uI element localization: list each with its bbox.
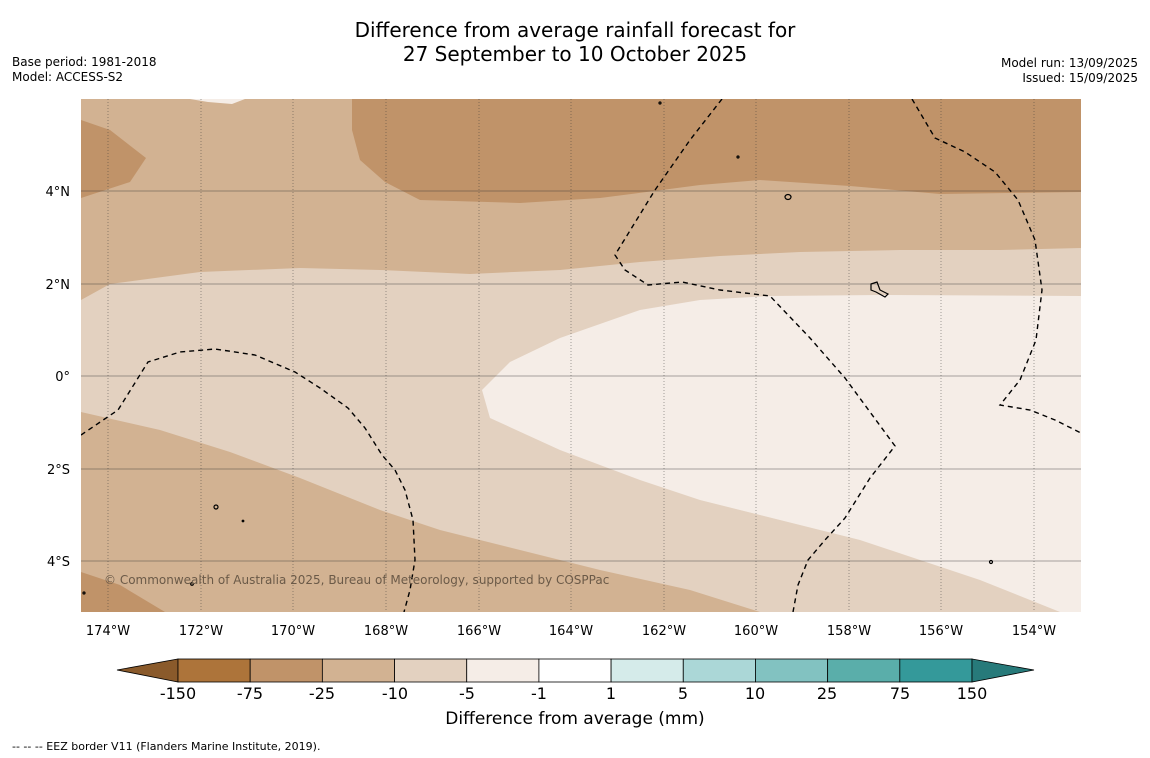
issued-text: Issued: 15/09/2025 <box>1022 71 1138 85</box>
lon-label: 174°W <box>86 624 130 639</box>
colorbar-segment <box>538 658 612 683</box>
lon-label: 170°W <box>271 624 315 639</box>
meta-left: Base period: 1981-2018 Model: ACCESS-S2 <box>12 55 157 85</box>
eez-border-east <box>911 99 1081 434</box>
footnote: -- -- -- EEZ border V11 (Flanders Marine… <box>12 740 321 753</box>
eez-border-central <box>614 99 896 612</box>
base-period-text: Base period: 1981-2018 <box>12 55 157 69</box>
longitude-labels: 174°W 172°W 170°W 168°W 166°W 164°W 162°… <box>86 624 1056 639</box>
island-6 <box>736 155 740 159</box>
island-5 <box>658 101 662 105</box>
colorbar-tick-label: -1 <box>531 684 547 703</box>
lat-label: 4°S <box>47 555 70 570</box>
island-3 <box>213 504 219 510</box>
colorbar-segment <box>466 658 540 683</box>
graticule <box>81 99 1081 612</box>
colorbar-segments <box>177 658 973 683</box>
field-band-minus5-north <box>190 99 245 104</box>
lon-label: 158°W <box>827 624 871 639</box>
lon-label: 162°W <box>642 624 686 639</box>
colorbar-segment <box>394 658 468 683</box>
colorbar-segment <box>827 658 901 683</box>
lon-label: 168°W <box>364 624 408 639</box>
island-4 <box>988 559 994 565</box>
island-7 <box>190 582 194 586</box>
model-text: Model: ACCESS-S2 <box>12 70 124 84</box>
eez-borders <box>81 99 1081 612</box>
colorbar-labels: -150 -75 -25 -10 -5 -1 1 5 10 25 75 150 <box>160 684 987 703</box>
colorbar-tick-label: 75 <box>890 684 910 703</box>
colorbar-tick-label: 150 <box>957 684 988 703</box>
colorbar-tick-label: 25 <box>817 684 837 703</box>
lon-label: 166°W <box>457 624 501 639</box>
field-band-minus75-north <box>352 99 1081 203</box>
island-1 <box>784 193 792 201</box>
eez-border-west <box>81 348 416 612</box>
colorbar-tick-label: -10 <box>382 684 408 703</box>
meta-right: Model run: 13/09/2025 Issued: 15/09/2025 <box>1001 56 1138 86</box>
colorbar-tick-label: -5 <box>459 684 475 703</box>
colorbar-segment <box>610 658 684 683</box>
lon-label: 164°W <box>549 624 593 639</box>
colorbar-tick-label: -75 <box>237 684 263 703</box>
map-title: Difference from average rainfall forecas… <box>0 18 1150 66</box>
lat-label: 2°N <box>46 278 71 293</box>
lat-label: 4°N <box>46 185 71 200</box>
colorbar-extend-low <box>116 658 179 683</box>
title-line-2: 27 September to 10 October 2025 <box>402 42 748 66</box>
title-line-1: Difference from average rainfall forecas… <box>354 18 796 42</box>
field-band-minus75-southwest <box>81 572 165 612</box>
colorbar-segment <box>177 658 251 683</box>
field-band-minus75-west <box>81 120 146 198</box>
island-8 <box>241 519 245 523</box>
colorbar-segment <box>755 658 829 683</box>
colorbar-segment <box>249 658 323 683</box>
latitude-labels: 4°N 2°N 0° 2°S 4°S <box>46 185 71 570</box>
lon-label: 160°W <box>734 624 778 639</box>
map-area <box>81 99 1081 612</box>
colorbar-title: Difference from average (mm) <box>445 709 705 729</box>
model-run-text: Model run: 13/09/2025 <box>1000 56 1138 70</box>
lon-label: 172°W <box>179 624 223 639</box>
colorbar-segment <box>682 658 756 683</box>
colorbar-tick-label: -25 <box>309 684 335 703</box>
colorbar-tick-label: -150 <box>160 684 196 703</box>
colorbar-segment <box>321 658 395 683</box>
field-band-minus5 <box>482 295 1081 612</box>
copyright-text: © Commonwealth of Australia 2025, Bureau… <box>104 573 609 587</box>
lat-label: 2°S <box>47 463 70 478</box>
colorbar-extend-high <box>971 658 1035 683</box>
colorbar-tick-label: 10 <box>745 684 765 703</box>
island-9 <box>82 591 86 595</box>
colorbar-tick-label: 1 <box>606 684 616 703</box>
colorbar-tick-label: 5 <box>678 684 688 703</box>
islands <box>82 101 994 595</box>
colorbar-segment <box>899 658 973 683</box>
lat-label: 0° <box>55 370 70 385</box>
island-2 <box>870 281 890 298</box>
lon-label: 154°W <box>1012 624 1056 639</box>
lon-label: 156°W <box>919 624 963 639</box>
